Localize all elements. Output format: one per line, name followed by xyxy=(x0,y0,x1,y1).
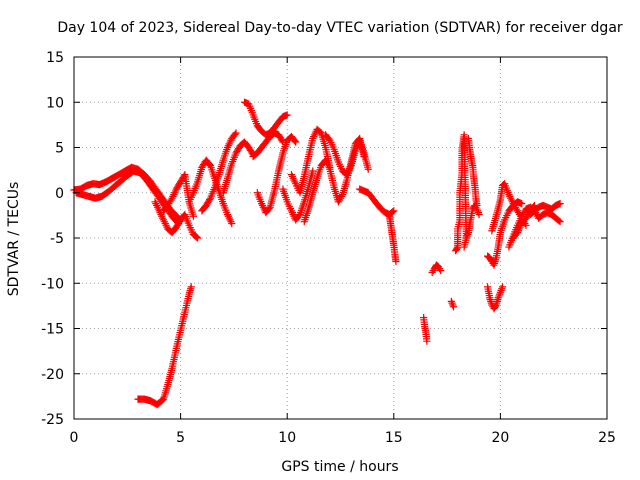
series-arc-q xyxy=(420,314,431,345)
y-tick-label: 10 xyxy=(46,95,64,111)
data-point xyxy=(193,233,201,241)
series-arc-s xyxy=(447,297,458,311)
series-arc-aa xyxy=(535,209,564,226)
data-point xyxy=(491,302,500,310)
x-tick-label: 5 xyxy=(176,430,185,446)
series-drop xyxy=(134,283,195,409)
y-tick-label: -25 xyxy=(41,412,64,428)
series-arc-n xyxy=(321,131,372,179)
data-point xyxy=(325,135,333,143)
series-arc-f xyxy=(198,129,240,215)
data-point xyxy=(530,202,538,211)
series-arc-v xyxy=(460,201,483,251)
grid xyxy=(74,57,607,419)
data-point xyxy=(232,129,240,137)
data-point xyxy=(556,218,564,226)
y-tick-label: 15 xyxy=(46,50,64,66)
data-point xyxy=(498,283,507,291)
y-tick-label: -15 xyxy=(41,322,64,338)
data-point xyxy=(291,137,299,145)
y-tick-label: -5 xyxy=(50,231,64,247)
y-tick-label: 5 xyxy=(55,141,64,157)
data-point xyxy=(437,266,445,275)
axis-ticks: 0 5 10 15 20 25 15 10 5 0 -5 -10 -15 -20 -25 xyxy=(41,50,616,446)
x-tick-label: 20 xyxy=(491,430,509,446)
data-point xyxy=(309,167,317,175)
data-point xyxy=(392,257,400,266)
data-point xyxy=(364,165,372,173)
data-point xyxy=(423,337,431,345)
series-arc-d xyxy=(159,171,197,220)
data-point xyxy=(194,234,202,242)
data-point xyxy=(518,200,526,208)
series-arc-p xyxy=(385,212,400,266)
chart-title: Day 104 of 2023, Sidereal Day-to-day VTE… xyxy=(57,20,623,36)
series-arc-j xyxy=(253,133,300,217)
series-arc-b xyxy=(72,167,183,228)
series-arc-ac xyxy=(509,201,539,242)
series-arc-k xyxy=(279,167,317,224)
series-arc-c xyxy=(151,198,202,242)
x-tick-label: 10 xyxy=(278,430,296,446)
data-point xyxy=(449,303,458,311)
data-point xyxy=(189,212,197,220)
data-point xyxy=(228,219,236,228)
x-tick-label: 0 xyxy=(70,430,79,446)
series-arc-g xyxy=(219,138,257,197)
data-point xyxy=(390,207,398,215)
data-point xyxy=(389,208,397,216)
x-tick-label: 25 xyxy=(598,430,616,446)
series-arc-w xyxy=(484,283,507,313)
data-point xyxy=(231,130,239,138)
y-tick-label: -10 xyxy=(41,276,64,292)
y-tick-label: 0 xyxy=(55,186,64,202)
data-point xyxy=(556,200,564,208)
series-arc-l xyxy=(287,125,334,197)
y-axis-label: SDTVAR / TECUs xyxy=(6,182,22,297)
series-arc-t xyxy=(452,131,470,255)
data-point xyxy=(453,244,461,252)
data-points xyxy=(70,98,564,409)
data-point xyxy=(530,201,539,210)
x-axis-label: GPS time / hours xyxy=(281,459,398,475)
data-point xyxy=(555,217,563,225)
x-tick-label: 15 xyxy=(385,430,403,446)
data-point xyxy=(475,210,483,219)
data-point xyxy=(292,138,300,146)
series-arc-r xyxy=(428,261,445,276)
data-point xyxy=(187,283,195,291)
series-arc-e xyxy=(185,156,236,228)
series-arc-o xyxy=(356,185,398,219)
y-tick-label: -20 xyxy=(41,367,64,383)
data-point xyxy=(283,111,291,119)
